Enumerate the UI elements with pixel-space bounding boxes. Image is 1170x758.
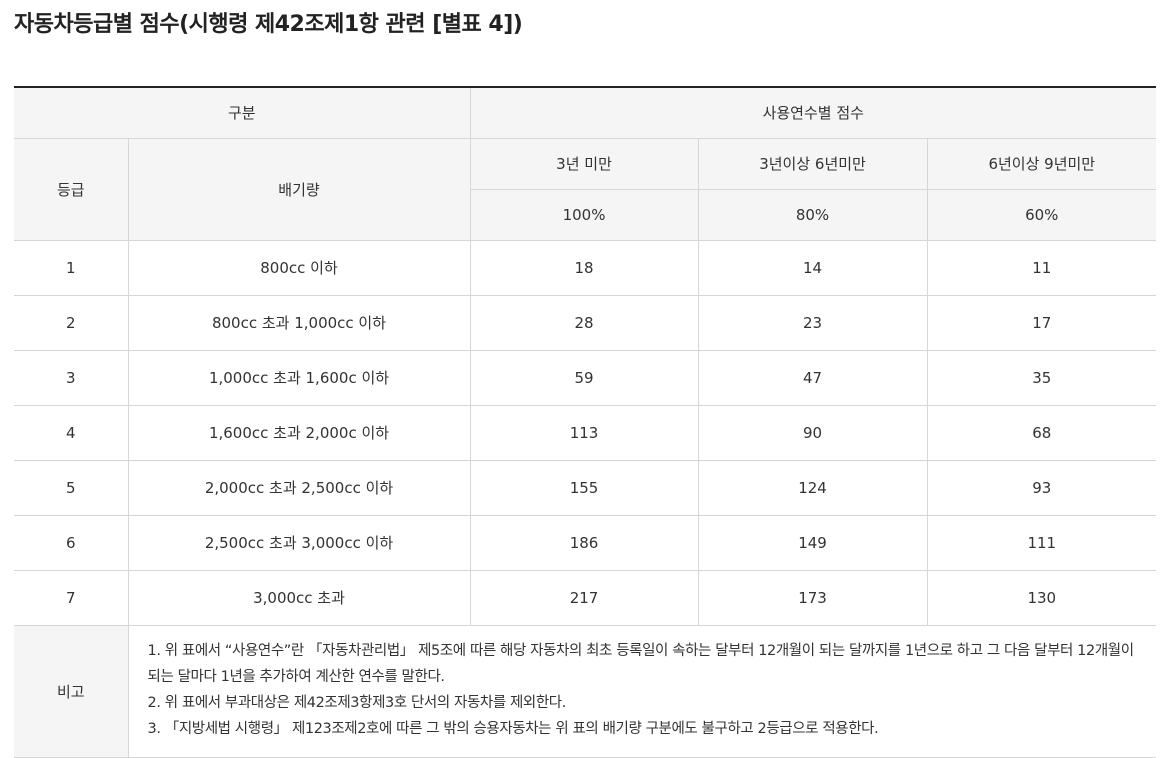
- displacement-cell: 800cc 초과 1,000cc 이하: [127, 294, 471, 351]
- score-cell: 124: [697, 459, 928, 516]
- grade-cell: 1: [14, 239, 129, 296]
- score-cell: 11: [926, 239, 1157, 296]
- table-row: 5 2,000cc 초과 2,500cc 이하 155 124 93: [14, 459, 1157, 516]
- score-cell: 173: [697, 569, 928, 626]
- score-cell: 17: [926, 294, 1157, 351]
- table-row: 4 1,600cc 초과 2,000c 이하 113 90 68: [14, 404, 1157, 461]
- period-header-2: 3년이상 6년미만: [697, 137, 928, 190]
- table-row: 7 3,000cc 초과 217 173 130: [14, 569, 1157, 626]
- table-row: 2 800cc 초과 1,000cc 이하 28 23 17: [14, 294, 1157, 351]
- score-cell: 68: [926, 404, 1157, 461]
- displacement-cell: 2,500cc 초과 3,000cc 이하: [127, 514, 471, 571]
- displacement-cell: 1,600cc 초과 2,000c 이하: [127, 404, 471, 461]
- score-cell: 90: [697, 404, 928, 461]
- category-header: 구분: [14, 86, 471, 139]
- remarks-content: 1. 위 표에서 “사용연수”란 「자동차관리법」 제5조에 따른 해당 자동차…: [127, 624, 1157, 758]
- remark-line-1: 1. 위 표에서 “사용연수”란 「자동차관리법」 제5조에 따른 해당 자동차…: [147, 642, 1135, 685]
- usage-score-header: 사용연수별 점수: [469, 86, 1157, 139]
- score-cell: 47: [697, 349, 928, 406]
- score-cell: 186: [469, 514, 699, 571]
- rate-header-3: 60%: [926, 188, 1157, 241]
- score-cell: 217: [469, 569, 699, 626]
- score-cell: 113: [469, 404, 699, 461]
- displacement-cell: 800cc 이하: [127, 239, 471, 296]
- table-row: 6 2,500cc 초과 3,000cc 이하 186 149 111: [14, 514, 1157, 571]
- remarks-label: 비고: [14, 624, 129, 758]
- grade-cell: 6: [14, 514, 129, 571]
- remark-line-2: 2. 위 표에서 부과대상은 제42조제3항제3호 단서의 자동차를 제외한다.: [147, 694, 567, 711]
- table-row: 1 800cc 이하 18 14 11: [14, 239, 1157, 296]
- grade-cell: 5: [14, 459, 129, 516]
- score-cell: 130: [926, 569, 1157, 626]
- rate-header-2: 80%: [697, 188, 928, 241]
- period-header-3: 6년이상 9년미만: [926, 137, 1157, 190]
- page-title: 자동차등급별 점수(시행령 제42조제1항 관련 [별표 4]): [14, 12, 523, 37]
- score-cell: 111: [926, 514, 1157, 571]
- score-cell: 59: [469, 349, 699, 406]
- grade-cell: 4: [14, 404, 129, 461]
- displacement-header: 배기량: [127, 137, 471, 241]
- score-cell: 155: [469, 459, 699, 516]
- displacement-cell: 2,000cc 초과 2,500cc 이하: [127, 459, 471, 516]
- score-cell: 14: [697, 239, 928, 296]
- score-table: 구분 사용연수별 점수 등급 배기량 3년 미만 3년이상 6년미만 6년이상 …: [14, 86, 1157, 758]
- grade-cell: 3: [14, 349, 129, 406]
- score-cell: 23: [697, 294, 928, 351]
- displacement-cell: 3,000cc 초과: [127, 569, 471, 626]
- score-cell: 35: [926, 349, 1157, 406]
- rate-header-1: 100%: [470, 188, 699, 241]
- grade-header: 등급: [14, 137, 129, 241]
- score-cell: 93: [926, 459, 1157, 516]
- grade-cell: 7: [14, 569, 129, 626]
- score-cell: 149: [697, 514, 928, 571]
- score-cell: 18: [469, 239, 699, 296]
- remarks-row: 비고 1. 위 표에서 “사용연수”란 「자동차관리법」 제5조에 따른 해당 …: [14, 624, 1157, 758]
- displacement-cell: 1,000cc 초과 1,600c 이하: [127, 349, 471, 406]
- remark-line-3: 3. 「지방세법 시행령」 제123조제2호에 따른 그 밖의 승용자동차는 위…: [147, 720, 879, 737]
- grade-cell: 2: [14, 294, 129, 351]
- score-cell: 28: [469, 294, 699, 351]
- period-header-1: 3년 미만: [469, 137, 699, 190]
- table-row: 3 1,000cc 초과 1,600c 이하 59 47 35: [14, 349, 1157, 406]
